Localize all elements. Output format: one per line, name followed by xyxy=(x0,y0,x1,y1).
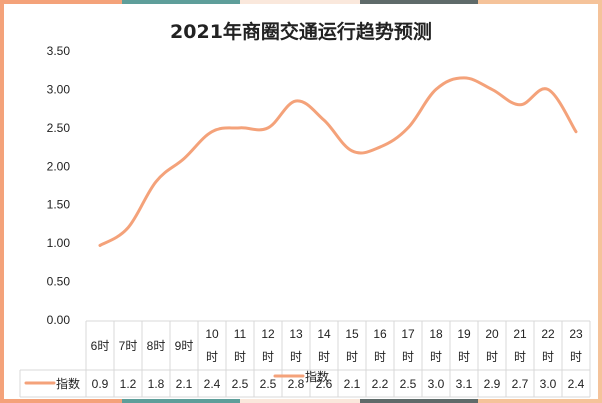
legend: 指数 xyxy=(273,369,329,384)
series-line-指数 xyxy=(98,76,578,247)
series-layer xyxy=(98,76,578,247)
x-category-label-line2: 时 xyxy=(458,350,470,364)
x-category-label: 6时 xyxy=(91,339,110,353)
x-category-label-line2: 时 xyxy=(206,350,218,364)
data-table: 6时 7时 8时 9时 10 时 11 时 12 时 13 时 14 时 15 时 16 时 17 时 18 时 19 时 20… xyxy=(19,320,591,398)
chart-title: 2021年商圈交通运行趋势预测 xyxy=(170,20,432,43)
x-category-label: 9时 xyxy=(175,339,194,353)
y-tick-label: 2.00 xyxy=(47,159,71,173)
x-category-label: 19 xyxy=(457,327,471,341)
table-value: 2.7 xyxy=(512,377,529,391)
frame-segment xyxy=(240,399,360,403)
x-category-label: 11 xyxy=(234,327,247,341)
y-tick-label: 0.00 xyxy=(47,313,71,327)
x-category-label: 12 xyxy=(261,327,275,341)
table-value: 2.4 xyxy=(568,377,585,391)
x-category-label-line2: 时 xyxy=(374,350,386,364)
x-category-label: 13 xyxy=(289,327,303,341)
x-category-label-line2: 时 xyxy=(262,350,274,364)
frame-segment xyxy=(0,399,122,403)
y-tick-label: 1.50 xyxy=(47,198,71,212)
x-category-label: 10 xyxy=(205,327,219,341)
frame-left-bar xyxy=(0,0,4,403)
table-value: 2.9 xyxy=(484,377,501,391)
x-category-label-line2: 时 xyxy=(486,350,498,364)
y-tick-label: 3.50 xyxy=(47,44,71,58)
y-tick-label: 0.50 xyxy=(47,275,71,289)
x-category-label-line2: 时 xyxy=(318,350,330,364)
legend-label: 指数 xyxy=(305,369,329,384)
table-value: 3.0 xyxy=(428,377,445,391)
x-category-label: 15 xyxy=(345,327,359,341)
x-category-label: 7时 xyxy=(119,339,138,353)
table-value: 2.2 xyxy=(372,377,389,391)
x-category-label: 21 xyxy=(513,327,527,341)
x-category-label-line2: 时 xyxy=(346,350,358,364)
x-category-label-line2: 时 xyxy=(514,350,526,364)
table-value: 2.1 xyxy=(176,377,193,391)
x-category-label: 18 xyxy=(429,327,443,341)
table-value: 2.8 xyxy=(288,377,305,391)
x-category-label: 20 xyxy=(485,327,499,341)
table-series-name: 指数 xyxy=(56,376,80,391)
frame-segment xyxy=(122,0,240,4)
frame-segment xyxy=(0,0,122,4)
x-category-label: 17 xyxy=(401,327,415,341)
y-axis: 0.00 0.50 1.00 1.50 2.00 2.50 3.00 3.50 xyxy=(47,44,71,327)
x-category-label: 8时 xyxy=(147,339,166,353)
table-value: 3.0 xyxy=(540,377,557,391)
y-tick-label: 2.50 xyxy=(47,121,71,135)
y-tick-label: 1.00 xyxy=(47,236,71,250)
y-tick-label: 3.00 xyxy=(47,82,71,96)
table-value: 2.5 xyxy=(260,377,277,391)
frame-segment xyxy=(360,399,478,403)
x-category-label: 22 xyxy=(541,327,555,341)
frame-right-bar xyxy=(598,0,602,403)
x-category-label-line2: 时 xyxy=(290,350,302,364)
x-category-label: 14 xyxy=(317,327,331,341)
frame-segment xyxy=(478,0,602,4)
x-category-label: 23 xyxy=(569,327,583,341)
table-value: 3.1 xyxy=(456,377,473,391)
x-category-label-line2: 时 xyxy=(570,350,582,364)
table-value: 2.5 xyxy=(232,377,249,391)
frame-segment xyxy=(122,399,240,403)
table-value: 2.4 xyxy=(204,377,221,391)
table-value: 2.1 xyxy=(344,377,361,391)
table-value: 0.9 xyxy=(92,377,109,391)
table-value: 1.8 xyxy=(148,377,165,391)
table-value: 1.2 xyxy=(120,377,137,391)
table-value: 2.6 xyxy=(316,377,333,391)
table-value: 2.5 xyxy=(400,377,417,391)
frame-segment xyxy=(240,0,360,4)
x-category-label-line2: 时 xyxy=(402,350,414,364)
x-category-label-line2: 时 xyxy=(234,350,246,364)
x-category-label: 16 xyxy=(373,327,387,341)
frame-segment xyxy=(478,399,602,403)
x-category-label-line2: 时 xyxy=(430,350,442,364)
frame-segment xyxy=(360,0,478,4)
x-category-label-line2: 时 xyxy=(542,350,554,364)
